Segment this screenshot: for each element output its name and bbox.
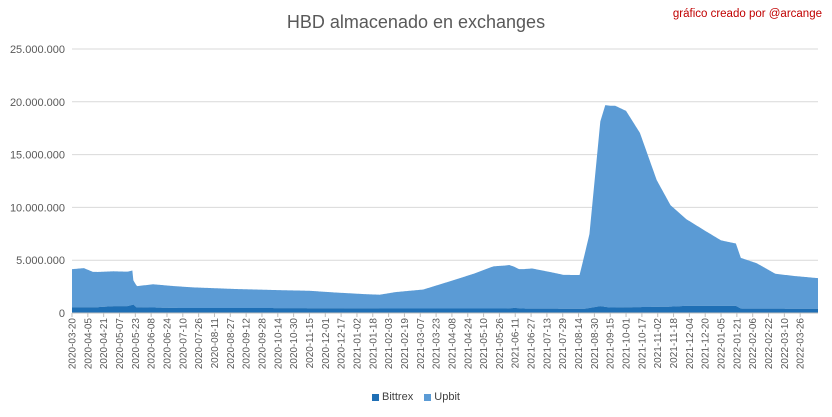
x-tick-label: 2020-07-10 — [178, 318, 189, 370]
legend-label-bittrex: Bittrex — [382, 391, 414, 403]
x-tick-label: 2020-04-05 — [83, 318, 94, 370]
chart-credit: gráfico creado por @arcange — [672, 8, 822, 20]
x-tick-label: 2022-01-05 — [717, 318, 728, 370]
x-tick-label: 2022-01-21 — [732, 318, 743, 370]
x-tick-label: 2020-10-14 — [273, 318, 284, 370]
x-tick-label: 2020-06-24 — [162, 318, 173, 370]
x-tick-label: 2020-10-30 — [289, 318, 300, 370]
x-tick-label: 2020-07-26 — [194, 318, 205, 370]
x-tick-label: 2020-05-07 — [115, 318, 126, 370]
series-area-upbit — [72, 105, 818, 309]
y-tick-label: 10.000.000 — [10, 202, 65, 214]
y-tick-label: 5.000.000 — [16, 255, 65, 267]
x-tick-label: 2021-05-26 — [495, 318, 506, 370]
x-tick-label: 2021-11-02 — [653, 318, 664, 369]
x-tick-label: 2022-02-06 — [748, 318, 759, 370]
x-tick-label: 2020-12-17 — [337, 318, 348, 370]
chart-title: HBD almacenado en exchanges — [286, 12, 546, 32]
x-tick-label: 2021-01-02 — [352, 318, 363, 370]
x-tick-label: 2021-02-19 — [400, 318, 411, 370]
x-tick-label: 2020-05-23 — [131, 318, 142, 370]
legend-item-upbit: Upbit — [424, 391, 460, 403]
y-axis-ticks: 0 5.000.000 10.000.000 15.000.000 20.000.000… — [10, 44, 65, 320]
series-area-bittrex — [72, 304, 818, 313]
x-tick-label: 2020-08-11 — [210, 318, 221, 369]
legend-item-bittrex: Bittrex — [372, 391, 413, 403]
x-tick-label: 2022-03-10 — [780, 318, 791, 370]
y-tick-label: 0 — [59, 308, 65, 320]
x-tick-label: 2020-11-15 — [305, 318, 316, 369]
x-tick-label: 2021-10-01 — [622, 318, 633, 370]
x-tick-label: 2021-08-30 — [590, 318, 601, 370]
x-tick-label: 2021-04-08 — [447, 318, 458, 370]
legend: Bittrex Upbit — [0, 391, 832, 404]
x-tick-label: 2021-07-29 — [558, 318, 569, 370]
x-tick-label: 2021-08-14 — [574, 318, 585, 370]
x-tick-label: 2021-10-17 — [637, 318, 648, 370]
x-tick-label: 2020-09-12 — [242, 318, 253, 370]
x-tick-label: 2021-12-20 — [701, 318, 712, 370]
x-tick-label: 2020-06-08 — [147, 318, 158, 370]
x-tick-label: 2021-06-27 — [527, 318, 538, 370]
x-tick-label: 2022-02-22 — [764, 318, 775, 370]
x-tick-label: 2021-01-18 — [368, 318, 379, 370]
x-tick-label: 2020-12-01 — [321, 318, 332, 370]
x-tick-label: 2021-12-04 — [685, 318, 696, 370]
gridlines — [72, 48, 818, 261]
y-tick-label: 20.000.000 — [10, 97, 65, 109]
legend-swatch-bittrex — [372, 393, 380, 401]
x-tick-label: 2020-04-21 — [99, 318, 110, 370]
x-tick-label: 2020-08-27 — [226, 318, 237, 370]
x-tick-label: 2021-06-11 — [511, 318, 522, 369]
plot-area — [72, 105, 818, 313]
x-tick-label: 2021-05-10 — [479, 318, 490, 370]
x-tick-label: 2021-07-13 — [542, 318, 553, 370]
x-tick-label: 2021-03-23 — [432, 318, 443, 370]
legend-swatch-upbit — [424, 393, 432, 401]
x-tick-label: 2022-03-26 — [796, 318, 807, 370]
x-tick-label: 2021-04-24 — [463, 318, 474, 370]
y-tick-label: 15.000.000 — [10, 150, 65, 162]
x-tick-label: 2021-03-07 — [416, 318, 427, 370]
x-axis-ticks: 2020-03-20 2020-04-05 2020-04-21 2020-05-07… — [68, 313, 807, 369]
x-tick-label: 2020-09-28 — [257, 318, 268, 370]
x-tick-label: 2021-02-03 — [384, 318, 395, 370]
x-tick-label: 2021-11-18 — [669, 318, 680, 369]
y-tick-label: 25.000.000 — [10, 44, 65, 56]
x-tick-label: 2020-03-20 — [68, 318, 79, 370]
legend-label-upbit: Upbit — [434, 391, 460, 403]
x-tick-label: 2021-09-15 — [606, 318, 617, 370]
